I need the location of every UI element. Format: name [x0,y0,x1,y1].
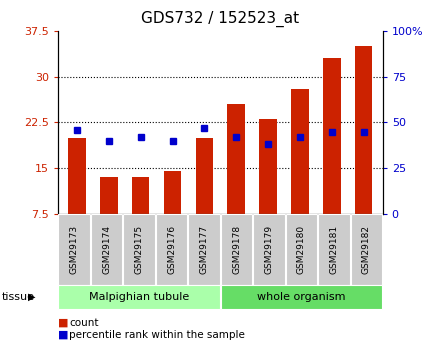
Text: whole organism: whole organism [257,292,346,302]
Text: GSM29182: GSM29182 [362,225,371,274]
Title: GDS732 / 152523_at: GDS732 / 152523_at [141,11,299,27]
Text: GSM29177: GSM29177 [199,225,209,274]
Text: GSM29173: GSM29173 [69,225,79,274]
Text: GSM29181: GSM29181 [329,225,339,274]
Text: ■: ■ [58,330,69,339]
Text: Malpighian tubule: Malpighian tubule [89,292,189,302]
Bar [259,119,277,214]
Bar [164,171,181,214]
Text: GSM29175: GSM29175 [134,225,144,274]
Text: count: count [69,318,98,327]
Text: GSM29176: GSM29176 [167,225,176,274]
Text: ■: ■ [58,318,69,327]
Text: ▶: ▶ [28,292,36,302]
Text: percentile rank within the sample: percentile rank within the sample [69,330,245,339]
Bar [323,59,340,214]
Text: tissue: tissue [2,292,35,302]
Bar [132,177,150,214]
Text: GSM29179: GSM29179 [264,225,274,274]
Text: GSM29180: GSM29180 [297,225,306,274]
Bar [100,177,117,214]
Bar [355,46,372,214]
Text: GSM29174: GSM29174 [102,225,111,274]
Bar [227,104,245,214]
Bar [68,138,86,214]
Text: GSM29178: GSM29178 [232,225,241,274]
Bar [196,138,213,214]
Bar [291,89,309,214]
